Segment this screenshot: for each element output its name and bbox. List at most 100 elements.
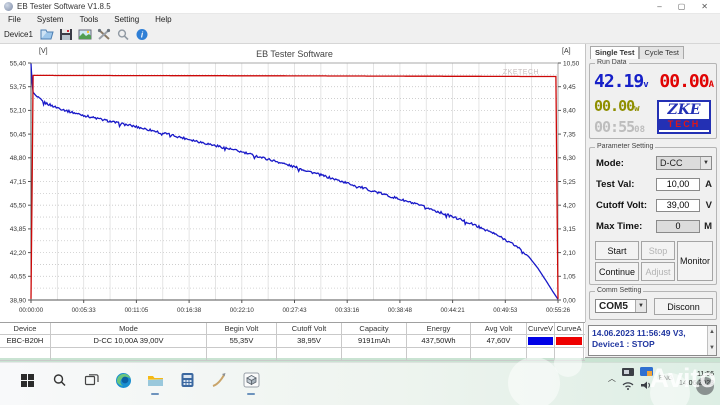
edge-icon[interactable] xyxy=(114,371,132,389)
cutoff-volt-unit: V xyxy=(705,199,712,211)
max-time-label: Max Time: xyxy=(596,220,643,232)
col-device: Device xyxy=(0,323,51,334)
zketech-logo: ZKE TECH xyxy=(657,100,711,134)
col-capacity: Capacity xyxy=(342,323,407,334)
monitor-button[interactable]: Monitor xyxy=(677,241,713,281)
svg-text:00:44:21: 00:44:21 xyxy=(441,307,466,314)
power-display: 00.00w xyxy=(594,97,640,115)
eb-tester-app-icon[interactable] xyxy=(242,371,260,395)
svg-text:8,40: 8,40 xyxy=(563,108,576,115)
svg-text:00:38:48: 00:38:48 xyxy=(388,307,413,314)
test-val-unit: A xyxy=(705,178,712,190)
device-log[interactable]: 14.06.2023 11:56:49 V3, Device1 : STOP ▲… xyxy=(588,325,717,356)
results-table: Device Mode Begin Volt Cutoff Volt Capac… xyxy=(0,322,585,361)
menu-system[interactable]: System xyxy=(36,15,64,24)
save-icon[interactable] xyxy=(59,28,73,41)
maximize-button[interactable]: ▢ xyxy=(677,1,686,11)
tab-cycle-test[interactable]: Cycle Test xyxy=(639,46,684,59)
active-indicator xyxy=(151,393,159,395)
tools-icon[interactable] xyxy=(97,28,111,41)
svg-text:38,90: 38,90 xyxy=(10,297,27,304)
curve-a-swatch xyxy=(556,337,582,345)
calculator-icon[interactable] xyxy=(178,371,196,389)
table-row[interactable]: EBC-B20H D-CC 10,00A 39,00V 55,35V 38,95… xyxy=(0,335,585,348)
pen-tool-icon[interactable] xyxy=(210,371,228,389)
col-begin-volt: Begin Volt xyxy=(207,323,277,334)
start-button[interactable] xyxy=(18,371,36,389)
svg-text:53,75: 53,75 xyxy=(10,84,27,91)
svg-text:EB Tester Software: EB Tester Software xyxy=(256,49,333,59)
file-explorer-icon[interactable] xyxy=(146,371,164,395)
svg-text:00:00:00: 00:00:00 xyxy=(19,307,44,314)
device-tab-label[interactable]: Device1 xyxy=(4,29,33,39)
stop-button[interactable]: Stop xyxy=(641,241,675,260)
test-val-label: Test Val: xyxy=(596,178,635,190)
continue-button[interactable]: Continue xyxy=(595,262,639,281)
col-mode: Mode xyxy=(51,323,207,334)
remote-app-tray-icon[interactable] xyxy=(639,367,653,377)
open-icon[interactable] xyxy=(40,28,54,41)
chart-image-icon[interactable] xyxy=(78,28,92,41)
adjust-button[interactable]: Adjust xyxy=(641,262,675,281)
taskbar-search-icon[interactable] xyxy=(50,371,68,389)
window-title: EB Tester Software V1.8.5 xyxy=(17,2,111,11)
menu-setting[interactable]: Setting xyxy=(114,15,140,24)
chevron-down-icon: ▼ xyxy=(700,157,711,169)
menu-help[interactable]: Help xyxy=(155,15,172,24)
svg-text:1,05: 1,05 xyxy=(563,274,576,281)
voltage-display: 42.19v xyxy=(594,71,649,92)
app-window: EB Tester Software V1.8.5 – ▢ ✕ File Sys… xyxy=(0,0,720,361)
svg-text:10,50: 10,50 xyxy=(563,60,580,67)
svg-text:40,55: 40,55 xyxy=(10,274,27,281)
max-time-input[interactable] xyxy=(656,219,700,233)
table-header-row: Device Mode Begin Volt Cutoff Volt Capac… xyxy=(0,323,585,335)
log-line-1: 14.06.2023 11:56:49 V3, xyxy=(592,328,686,338)
run-data-label: Run Data xyxy=(595,59,629,67)
parameter-setting-label: Parameter Setting xyxy=(595,143,656,151)
svg-text:[V]: [V] xyxy=(39,48,48,55)
search-icon[interactable] xyxy=(116,28,130,41)
taskbar-clock[interactable]: 11:56 14.06.2023 xyxy=(679,370,714,388)
svg-text:ZKETECH: ZKETECH xyxy=(503,69,539,76)
close-button[interactable]: ✕ xyxy=(701,1,708,11)
svg-text:00:55:26: 00:55:26 xyxy=(546,307,571,314)
svg-text:00:33:16: 00:33:16 xyxy=(335,307,360,314)
scroll-down-icon: ▼ xyxy=(709,345,715,351)
start-button[interactable]: Start xyxy=(595,241,639,260)
scroll-up-icon: ▲ xyxy=(709,329,715,335)
svg-text:45,50: 45,50 xyxy=(10,203,27,210)
disconnect-button[interactable]: Disconn xyxy=(654,298,713,315)
minimize-button[interactable]: – xyxy=(657,1,662,11)
menu-file[interactable]: File xyxy=(8,15,21,24)
max-time-unit: M xyxy=(704,220,712,232)
svg-text:42,20: 42,20 xyxy=(10,250,27,257)
tray-chevron-icon[interactable]: ︿ xyxy=(607,374,616,383)
cutoff-volt-input[interactable] xyxy=(656,198,700,212)
svg-text:00:49:53: 00:49:53 xyxy=(493,307,518,314)
svg-text:00:22:10: 00:22:10 xyxy=(230,307,255,314)
svg-text:5,25: 5,25 xyxy=(563,179,576,186)
mode-select[interactable]: D-CC ▼ xyxy=(656,156,712,170)
tab-single-test[interactable]: Single Test xyxy=(590,46,640,59)
col-curve-a: CurveA xyxy=(555,323,584,334)
chart-area: EB Tester Software [V] [A] ZKETECH 55,40 10,5… xyxy=(0,44,585,322)
network-icon[interactable] xyxy=(622,381,634,390)
svg-text:00:11:05: 00:11:05 xyxy=(125,307,149,314)
svg-text:00:27:43: 00:27:43 xyxy=(282,307,307,314)
cutoff-volt-label: Cutoff Volt: xyxy=(596,199,647,211)
menu-tools[interactable]: Tools xyxy=(79,15,99,24)
toolbar: Device1 i xyxy=(0,25,720,44)
log-scrollbar[interactable]: ▲ ▼ xyxy=(707,326,716,355)
col-energy: Energy xyxy=(407,323,471,334)
comm-setting-label: Comm Setting xyxy=(595,287,644,295)
info-icon[interactable]: i xyxy=(135,28,149,41)
chevron-down-icon: ▼ xyxy=(635,300,646,312)
taskbar: ︿ ENG 11:56 14.06.2023 xyxy=(0,362,720,405)
com-port-select[interactable]: COM5 ▼ xyxy=(595,299,647,313)
task-view-icon[interactable] xyxy=(82,371,100,389)
test-val-input[interactable] xyxy=(656,177,700,191)
tray-display-icon[interactable] xyxy=(621,367,634,377)
volume-icon[interactable] xyxy=(640,381,652,390)
language-indicator[interactable]: ENG xyxy=(658,375,673,382)
svg-text:50,45: 50,45 xyxy=(10,131,27,138)
